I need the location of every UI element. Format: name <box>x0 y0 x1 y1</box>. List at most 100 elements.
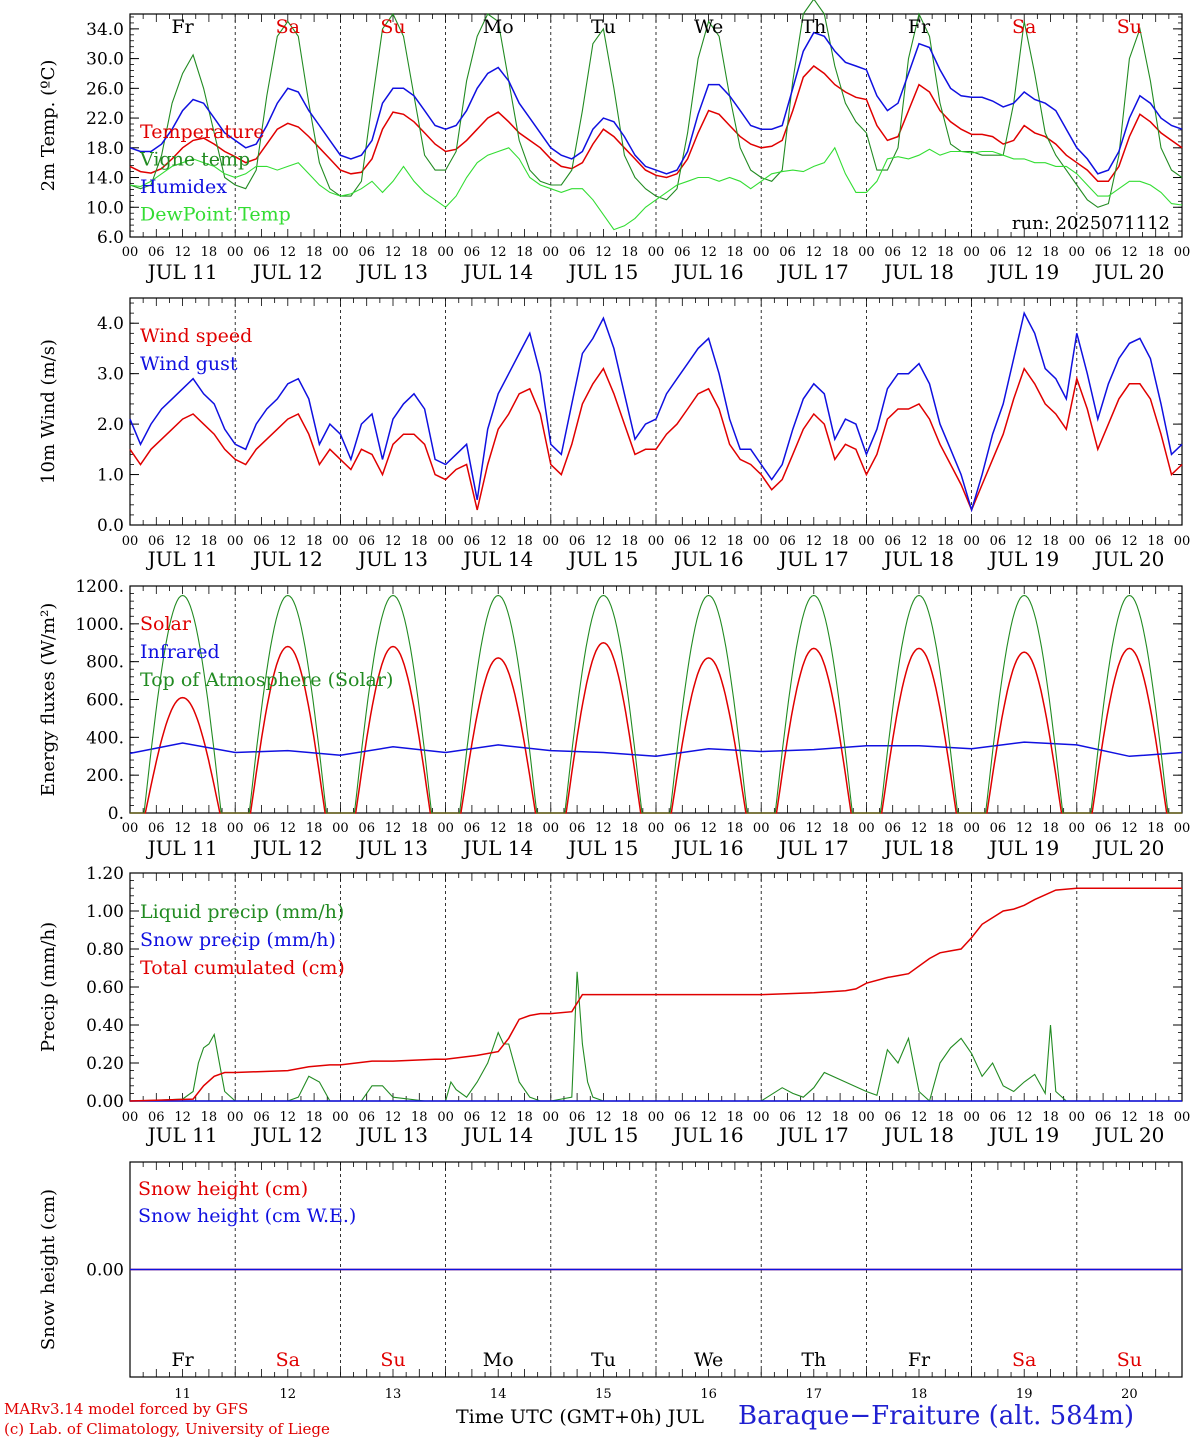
y-tick-label: 0.80 <box>86 940 124 960</box>
day-abbrev: Su <box>1117 16 1142 38</box>
hour-tick-label: 00 <box>227 534 244 549</box>
day-abbrev-bottom: Fr <box>171 1349 194 1371</box>
hour-tick-label: 00 <box>1174 534 1191 549</box>
hour-tick-label: 00 <box>858 1110 875 1125</box>
hour-tick-label: 00 <box>227 1110 244 1125</box>
hour-tick-label: 00 <box>963 821 980 836</box>
hour-tick-label: 18 <box>937 245 954 260</box>
hour-tick-label: 18 <box>201 1110 218 1125</box>
day-abbrev: Fr <box>171 16 194 38</box>
hour-tick-label: 00 <box>543 534 560 549</box>
day-abbrev-bottom: Sa <box>276 1349 300 1371</box>
hour-tick-label: 12 <box>911 245 928 260</box>
hour-tick-label: 06 <box>674 1110 691 1125</box>
date-label: JUL 17 <box>777 836 849 860</box>
hour-tick-label: 12 <box>280 1110 297 1125</box>
hour-tick-label: 00 <box>437 1110 454 1125</box>
hour-tick-label: 12 <box>806 534 823 549</box>
hour-tick-label: 12 <box>490 1110 507 1125</box>
hour-tick-label: 18 <box>727 534 744 549</box>
y-axis-label: Snow height (cm) <box>38 1189 59 1350</box>
legend-entry: Infrared <box>140 641 220 663</box>
hour-tick-label: 18 <box>621 1110 638 1125</box>
hour-tick-label: 06 <box>674 821 691 836</box>
hour-tick-label: 12 <box>595 821 612 836</box>
hour-tick-label: 12 <box>911 821 928 836</box>
series-line-humidex <box>129 31 1183 175</box>
y-tick-label: 600. <box>86 691 124 711</box>
hour-tick-label: 06 <box>990 534 1007 549</box>
hour-tick-label: 12 <box>280 245 297 260</box>
hour-tick-label: 06 <box>253 821 270 836</box>
hour-tick-label: 18 <box>621 534 638 549</box>
series-line-infrared <box>129 741 1183 758</box>
y-tick-label: 0.00 <box>86 1261 124 1281</box>
date-label: JUL 18 <box>882 260 954 284</box>
y-tick-label: 30.0 <box>86 50 124 70</box>
hour-tick-label: 00 <box>1069 534 1086 549</box>
hour-tick-label: 12 <box>1016 534 1033 549</box>
hour-tick-label: 06 <box>253 1110 270 1125</box>
hour-tick-label: 06 <box>253 534 270 549</box>
legend-entry: Vigne temp <box>139 149 250 171</box>
hour-tick-label: 18 <box>621 245 638 260</box>
hour-tick-label: 06 <box>990 1110 1007 1125</box>
hour-tick-label: 06 <box>1095 245 1112 260</box>
date-label: JUL 20 <box>1092 260 1164 284</box>
hour-tick-label: 06 <box>779 534 796 549</box>
hour-tick-label: 06 <box>464 245 481 260</box>
hour-tick-label: 00 <box>648 821 665 836</box>
hour-tick-label: 12 <box>174 534 191 549</box>
date-label: JUL 11 <box>146 547 218 571</box>
hour-tick-label: 12 <box>490 821 507 836</box>
bottom-day-number: 11 <box>174 1387 191 1402</box>
y-tick-label: 14.0 <box>86 169 124 189</box>
hour-tick-label: 06 <box>148 245 165 260</box>
hour-tick-label: 00 <box>858 821 875 836</box>
hour-tick-label: 00 <box>543 1110 560 1125</box>
date-label: JUL 18 <box>882 1123 954 1147</box>
bottom-day-number: 13 <box>385 1387 402 1402</box>
hour-tick-label: 00 <box>1174 245 1191 260</box>
hour-tick-label: 06 <box>358 245 375 260</box>
day-abbrev: Mo <box>483 16 514 38</box>
hour-tick-label: 12 <box>1016 245 1033 260</box>
y-tick-label: 18.0 <box>86 139 124 159</box>
date-label: JUL 11 <box>146 260 218 284</box>
date-label: JUL 13 <box>356 836 428 860</box>
hour-tick-label: 18 <box>1042 821 1059 836</box>
date-label: JUL 17 <box>777 260 849 284</box>
day-abbrev: We <box>694 16 723 38</box>
hour-tick-label: 00 <box>753 1110 770 1125</box>
hour-tick-label: 06 <box>1095 1110 1112 1125</box>
y-tick-label: 10.0 <box>86 198 124 218</box>
series-line-total-cumulated-cm- <box>129 887 1182 1102</box>
hour-tick-label: 12 <box>700 1110 717 1125</box>
day-abbrev: Su <box>380 16 405 38</box>
date-label: JUL 15 <box>566 260 638 284</box>
date-label: JUL 19 <box>987 1123 1059 1147</box>
hour-tick-label: 06 <box>990 821 1007 836</box>
hour-tick-label: 18 <box>832 245 849 260</box>
y-tick-label: 0.60 <box>86 978 124 998</box>
y-axis-label: Precip (mm/h) <box>38 922 59 1052</box>
y-axis-label: 2m Temp. (ºC) <box>38 60 59 192</box>
hour-tick-label: 06 <box>674 245 691 260</box>
y-tick-label: 6.0 <box>97 228 124 248</box>
hour-tick-label: 18 <box>306 534 323 549</box>
y-tick-label: 1000. <box>75 615 124 635</box>
day-abbrev: Tu <box>591 16 616 38</box>
y-tick-label: 4.0 <box>97 314 124 334</box>
date-label: JUL 14 <box>461 547 533 571</box>
date-label: JUL 20 <box>1092 547 1164 571</box>
hour-tick-label: 06 <box>1095 821 1112 836</box>
hour-tick-label: 00 <box>753 534 770 549</box>
y-axis-label: Energy fluxes (W/m²) <box>38 603 59 797</box>
y-tick-label: 2.0 <box>97 415 124 435</box>
hour-tick-label: 12 <box>280 821 297 836</box>
hour-tick-label: 06 <box>674 534 691 549</box>
hour-tick-label: 12 <box>806 1110 823 1125</box>
day-abbrev-bottom: We <box>694 1349 723 1371</box>
hour-tick-label: 18 <box>937 1110 954 1125</box>
hour-tick-label: 12 <box>1016 821 1033 836</box>
